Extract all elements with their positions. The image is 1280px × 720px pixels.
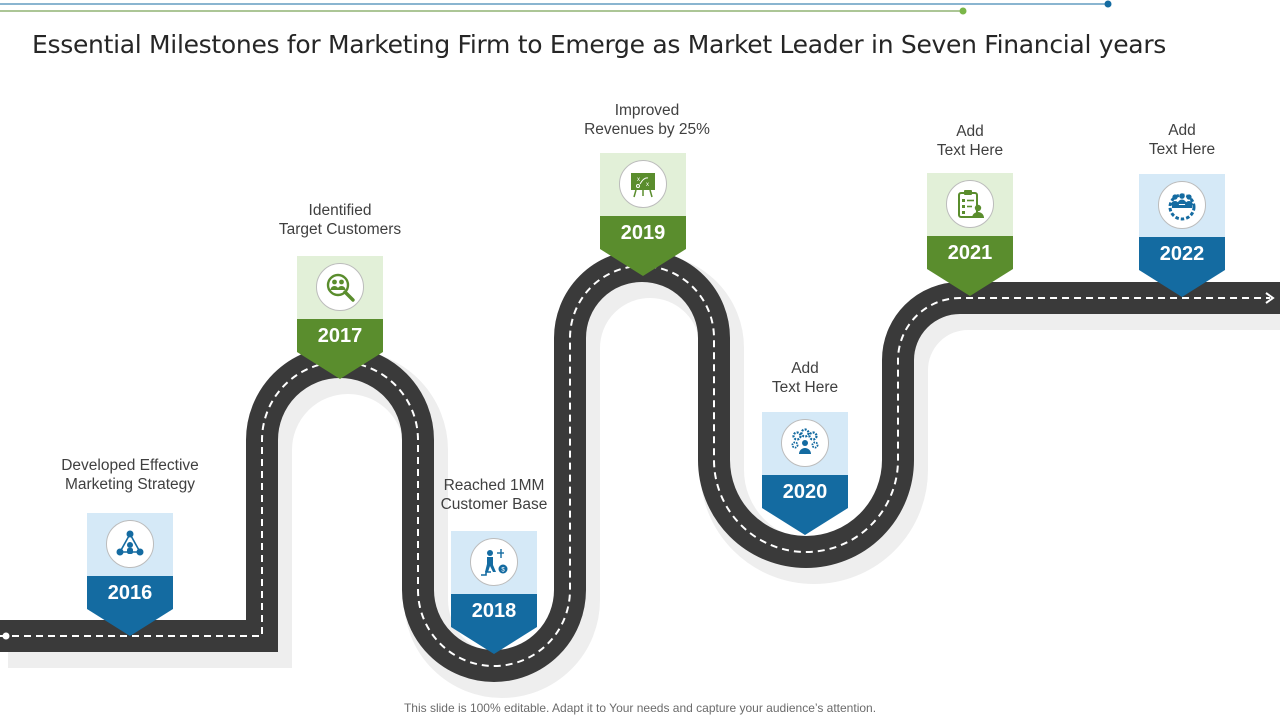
year-label: 2016 (87, 576, 173, 636)
header-decoration (0, 0, 1112, 15)
svg-text:x: x (637, 177, 640, 183)
year-label: 2019 (600, 216, 686, 276)
caption-2021: Add Text Here (936, 123, 1004, 159)
milestone-2019: x x 2019 (600, 153, 686, 276)
clipboard-person-icon (946, 180, 994, 228)
search-customers-icon (316, 263, 364, 311)
svg-text:$: $ (501, 568, 505, 574)
climbing-person-icon: $ (470, 538, 518, 586)
milestone-2020: 2020 (762, 412, 848, 535)
page-title: Essential Milestones for Marketing Firm … (32, 30, 1167, 59)
network-people-icon (106, 520, 154, 568)
caption-2018: Reached 1MM Customer Base (440, 477, 548, 513)
year-label: 2018 (451, 594, 537, 654)
team-gear-icon (1158, 181, 1206, 229)
year-label: 2017 (297, 319, 383, 379)
road-start-dot (2, 632, 10, 640)
caption-2019: Improved Revenues by 25% (584, 102, 710, 138)
milestone-2022: 2022 (1139, 174, 1225, 297)
year-label: 2022 (1139, 237, 1225, 297)
year-label: 2020 (762, 475, 848, 535)
gears-person-icon (781, 419, 829, 467)
milestone-2018: $ 2018 (451, 531, 537, 654)
svg-text:x: x (646, 182, 649, 188)
strategy-board-icon: x x (619, 160, 667, 208)
milestone-2021: 2021 (927, 173, 1013, 296)
caption-2022: Add Text Here (1148, 122, 1216, 158)
footer-note: This slide is 100% editable. Adapt it to… (403, 701, 877, 715)
year-label: 2021 (927, 236, 1013, 296)
caption-2016: Developed Effective Marketing Strategy (61, 457, 199, 493)
road-end-arrow (1265, 292, 1275, 304)
caption-2017: Identified Target Customers (278, 202, 402, 238)
milestone-2016: 2016 (87, 513, 173, 636)
road-lane-line (0, 265, 1270, 667)
milestone-2017: 2017 (297, 256, 383, 379)
caption-2020: Add Text Here (771, 360, 839, 396)
